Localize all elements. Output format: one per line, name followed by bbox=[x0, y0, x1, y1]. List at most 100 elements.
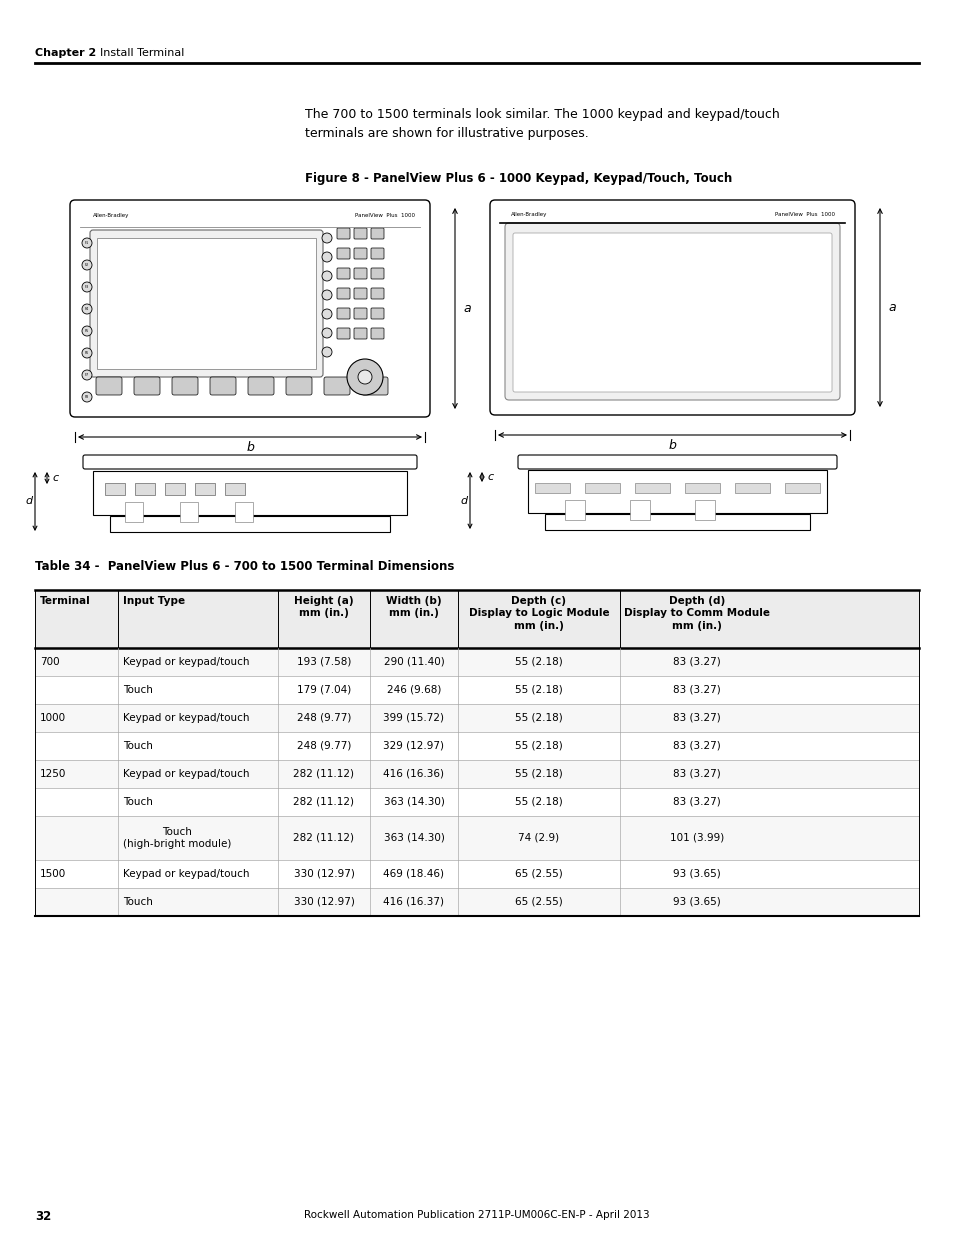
Bar bbox=[35, 788, 918, 816]
FancyBboxPatch shape bbox=[90, 230, 323, 377]
Text: 700: 700 bbox=[40, 657, 59, 667]
Bar bbox=[527, 471, 826, 513]
FancyBboxPatch shape bbox=[70, 200, 430, 417]
FancyBboxPatch shape bbox=[361, 377, 388, 395]
Text: Touch: Touch bbox=[123, 741, 152, 751]
Text: b: b bbox=[668, 438, 676, 452]
Circle shape bbox=[322, 347, 332, 357]
Bar bbox=[225, 483, 245, 495]
Text: Terminal: Terminal bbox=[40, 597, 91, 606]
Bar bbox=[35, 648, 918, 676]
Circle shape bbox=[82, 282, 91, 291]
Bar bbox=[635, 483, 669, 493]
Text: Chapter 2: Chapter 2 bbox=[35, 48, 96, 58]
FancyBboxPatch shape bbox=[371, 248, 384, 259]
Bar bbox=[584, 483, 619, 493]
Text: F4: F4 bbox=[85, 308, 89, 311]
Text: 55 (2.18): 55 (2.18) bbox=[515, 797, 562, 806]
Text: 363 (14.30): 363 (14.30) bbox=[383, 832, 444, 844]
Text: Keypad or keypad/touch: Keypad or keypad/touch bbox=[123, 869, 250, 879]
Bar bbox=[35, 760, 918, 788]
Text: 65 (2.55): 65 (2.55) bbox=[515, 869, 562, 879]
Text: 469 (18.46): 469 (18.46) bbox=[383, 869, 444, 879]
Text: c: c bbox=[52, 473, 58, 483]
Bar bbox=[35, 590, 918, 648]
Circle shape bbox=[82, 304, 91, 314]
Text: a: a bbox=[887, 301, 895, 314]
FancyBboxPatch shape bbox=[336, 308, 350, 319]
Text: 290 (11.40): 290 (11.40) bbox=[383, 657, 444, 667]
Bar bbox=[784, 483, 820, 493]
Bar bbox=[35, 888, 918, 916]
FancyBboxPatch shape bbox=[336, 228, 350, 240]
FancyBboxPatch shape bbox=[83, 454, 416, 469]
Bar bbox=[544, 514, 809, 530]
FancyBboxPatch shape bbox=[336, 329, 350, 338]
Bar bbox=[35, 816, 918, 860]
Text: 83 (3.27): 83 (3.27) bbox=[673, 769, 720, 779]
Circle shape bbox=[82, 391, 91, 403]
Bar bbox=[695, 500, 714, 520]
Text: 246 (9.68): 246 (9.68) bbox=[386, 685, 440, 695]
FancyBboxPatch shape bbox=[371, 268, 384, 279]
FancyBboxPatch shape bbox=[286, 377, 312, 395]
Text: 1500: 1500 bbox=[40, 869, 66, 879]
Text: 193 (7.58): 193 (7.58) bbox=[296, 657, 351, 667]
Text: 55 (2.18): 55 (2.18) bbox=[515, 685, 562, 695]
Text: Touch: Touch bbox=[123, 685, 152, 695]
Bar bbox=[194, 483, 214, 495]
Text: Keypad or keypad/touch: Keypad or keypad/touch bbox=[123, 769, 250, 779]
Bar bbox=[110, 516, 390, 532]
Text: F6: F6 bbox=[85, 351, 89, 354]
Text: PanelView  Plus  1000: PanelView Plus 1000 bbox=[774, 212, 834, 217]
Circle shape bbox=[82, 370, 91, 380]
Bar bbox=[180, 501, 198, 522]
Text: 330 (12.97): 330 (12.97) bbox=[294, 869, 355, 879]
Text: 83 (3.27): 83 (3.27) bbox=[673, 797, 720, 806]
Text: F2: F2 bbox=[85, 263, 89, 267]
Text: 248 (9.77): 248 (9.77) bbox=[296, 741, 351, 751]
Text: Input Type: Input Type bbox=[123, 597, 185, 606]
FancyBboxPatch shape bbox=[371, 308, 384, 319]
Circle shape bbox=[322, 329, 332, 338]
Bar bbox=[105, 483, 125, 495]
Bar bbox=[125, 501, 143, 522]
Bar bbox=[165, 483, 185, 495]
Text: The 700 to 1500 terminals look similar. The 1000 keypad and keypad/touch
termina: The 700 to 1500 terminals look similar. … bbox=[305, 107, 779, 140]
Text: d: d bbox=[459, 495, 467, 505]
Circle shape bbox=[82, 238, 91, 248]
Text: F3: F3 bbox=[85, 285, 89, 289]
Circle shape bbox=[322, 233, 332, 243]
Text: 248 (9.77): 248 (9.77) bbox=[296, 713, 351, 722]
Text: c: c bbox=[486, 472, 493, 482]
Text: b: b bbox=[246, 441, 253, 454]
Bar bbox=[35, 732, 918, 760]
Text: 83 (3.27): 83 (3.27) bbox=[673, 685, 720, 695]
FancyBboxPatch shape bbox=[371, 228, 384, 240]
Text: 93 (3.65): 93 (3.65) bbox=[673, 897, 720, 906]
Circle shape bbox=[322, 252, 332, 262]
Text: Install Terminal: Install Terminal bbox=[100, 48, 184, 58]
Bar bbox=[684, 483, 720, 493]
FancyBboxPatch shape bbox=[490, 200, 854, 415]
Circle shape bbox=[322, 270, 332, 282]
Text: 83 (3.27): 83 (3.27) bbox=[673, 741, 720, 751]
FancyBboxPatch shape bbox=[517, 454, 836, 469]
Circle shape bbox=[82, 326, 91, 336]
Text: 55 (2.18): 55 (2.18) bbox=[515, 769, 562, 779]
Text: d: d bbox=[25, 496, 32, 506]
Bar bbox=[564, 500, 584, 520]
Text: 282 (11.12): 282 (11.12) bbox=[294, 832, 355, 844]
FancyBboxPatch shape bbox=[96, 377, 122, 395]
FancyBboxPatch shape bbox=[354, 308, 367, 319]
FancyBboxPatch shape bbox=[354, 268, 367, 279]
Text: 399 (15.72): 399 (15.72) bbox=[383, 713, 444, 722]
Text: Touch: Touch bbox=[123, 897, 152, 906]
FancyBboxPatch shape bbox=[324, 377, 350, 395]
Text: Rockwell Automation Publication 2711P-UM006C-EN-P - April 2013: Rockwell Automation Publication 2711P-UM… bbox=[304, 1210, 649, 1220]
Bar bbox=[92, 471, 407, 515]
Text: 179 (7.04): 179 (7.04) bbox=[296, 685, 351, 695]
Bar bbox=[35, 860, 918, 888]
Text: 55 (2.18): 55 (2.18) bbox=[515, 657, 562, 667]
FancyBboxPatch shape bbox=[133, 377, 160, 395]
